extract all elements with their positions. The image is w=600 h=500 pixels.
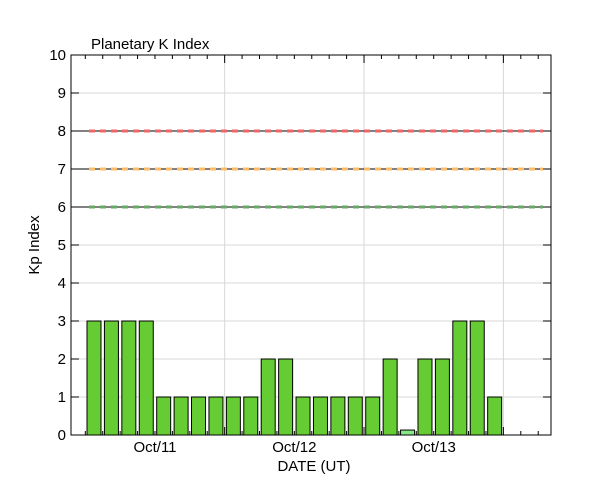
y-tick-label: 5 [58, 237, 66, 254]
x-day-label: Oct/13 [412, 439, 456, 456]
y-tick-label: 2 [58, 351, 66, 368]
x-ticks: Oct/11 Oct/12 Oct/13 [84, 55, 539, 456]
bars [86, 320, 503, 436]
y-tick-label: 1 [58, 389, 66, 406]
y-tick-label: 4 [58, 275, 66, 292]
kp-bar [417, 358, 433, 436]
kp-bar [208, 396, 224, 436]
y-tick-label: 7 [58, 161, 66, 178]
y-tick-label: 9 [58, 85, 66, 102]
kp-bar [434, 358, 450, 436]
kp-bar [487, 396, 503, 436]
y-tick-label: 0 [58, 427, 66, 444]
kp-bar [278, 358, 294, 436]
kp-bar [330, 396, 346, 436]
y-ticks: 0 1 2 3 4 5 6 7 8 9 10 [49, 47, 551, 444]
x-axis-title: DATE (UT) [277, 458, 350, 475]
kp-bar [469, 320, 485, 436]
kp-bar [225, 396, 241, 436]
kp-bar [365, 396, 381, 436]
kp-bar [103, 320, 119, 436]
kp-bar [121, 320, 137, 436]
y-tick-label: 8 [58, 123, 66, 140]
y-tick-label: 6 [58, 199, 66, 216]
kp-bar [400, 429, 416, 436]
y-tick-label: 3 [58, 313, 66, 330]
kp-bar [347, 396, 363, 436]
kp-bar [295, 396, 311, 436]
kp-bar [191, 396, 207, 436]
kp-bar [173, 396, 189, 436]
x-day-label: Oct/12 [272, 439, 316, 456]
kp-bar [156, 396, 172, 436]
y-tick-label: 10 [49, 47, 66, 64]
kp-bar [86, 320, 102, 436]
kp-bar [452, 320, 468, 436]
kp-bar [243, 396, 259, 436]
threshold-lines [71, 129, 551, 209]
y-axis-title: Kp Index [26, 215, 43, 275]
chart-title: Planetary K Index [91, 36, 210, 53]
kp-bar [138, 320, 154, 436]
kp-bar [312, 396, 328, 436]
kp-bar [382, 358, 398, 436]
kp-bar [260, 358, 276, 436]
x-day-label: Oct/11 [133, 439, 176, 456]
